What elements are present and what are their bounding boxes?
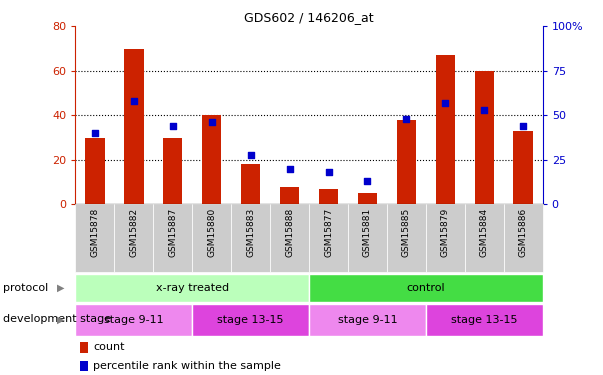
Text: GSM15886: GSM15886: [519, 208, 528, 257]
Text: protocol: protocol: [3, 283, 48, 293]
Text: GSM15885: GSM15885: [402, 208, 411, 257]
Text: development stage: development stage: [3, 315, 111, 324]
Bar: [231, 204, 270, 272]
Bar: [309, 204, 348, 272]
Text: GSM15878: GSM15878: [90, 208, 99, 257]
Text: GSM15882: GSM15882: [129, 208, 138, 257]
Bar: [504, 204, 543, 272]
Bar: [241, 164, 260, 204]
Point: [285, 166, 294, 172]
Bar: [163, 138, 183, 204]
Point: [362, 178, 372, 184]
Point: [129, 98, 139, 104]
Bar: [309, 274, 543, 302]
Bar: [124, 48, 144, 204]
Bar: [80, 361, 89, 371]
Bar: [75, 204, 115, 272]
Point: [441, 100, 450, 106]
Text: ▶: ▶: [57, 315, 65, 324]
Text: GSM15884: GSM15884: [480, 208, 489, 257]
Bar: [514, 131, 533, 204]
Point: [519, 123, 528, 129]
Text: stage 13-15: stage 13-15: [451, 315, 517, 325]
Bar: [435, 55, 455, 204]
Bar: [475, 71, 494, 204]
Text: control: control: [406, 283, 445, 293]
Text: GSM15877: GSM15877: [324, 208, 333, 257]
Point: [324, 170, 333, 176]
Text: GSM15888: GSM15888: [285, 208, 294, 257]
Text: GSM15881: GSM15881: [363, 208, 372, 257]
Bar: [270, 204, 309, 272]
Bar: [85, 138, 104, 204]
Point: [90, 130, 99, 136]
Point: [168, 123, 177, 129]
Bar: [426, 204, 465, 272]
Point: [207, 119, 216, 125]
Text: ▶: ▶: [57, 283, 65, 293]
Bar: [387, 204, 426, 272]
Title: GDS602 / 146206_at: GDS602 / 146206_at: [244, 11, 374, 24]
Bar: [75, 304, 192, 336]
Bar: [348, 204, 387, 272]
Bar: [75, 274, 309, 302]
Text: percentile rank within the sample: percentile rank within the sample: [93, 361, 281, 371]
Text: count: count: [93, 342, 125, 352]
Bar: [115, 204, 153, 272]
Text: stage 9-11: stage 9-11: [338, 315, 397, 325]
Bar: [280, 187, 299, 204]
Bar: [397, 120, 416, 204]
Text: GSM15879: GSM15879: [441, 208, 450, 257]
Bar: [192, 304, 309, 336]
Point: [479, 107, 489, 113]
Bar: [465, 204, 504, 272]
Bar: [192, 204, 231, 272]
Text: GSM15880: GSM15880: [207, 208, 216, 257]
Bar: [358, 193, 377, 204]
Bar: [153, 204, 192, 272]
Bar: [319, 189, 338, 204]
Text: stage 13-15: stage 13-15: [217, 315, 284, 325]
Point: [402, 116, 411, 122]
Bar: [202, 116, 221, 204]
Bar: [80, 342, 89, 352]
Bar: [309, 304, 426, 336]
Point: [246, 152, 256, 157]
Text: stage 9-11: stage 9-11: [104, 315, 163, 325]
Text: GSM15887: GSM15887: [168, 208, 177, 257]
Text: x-ray treated: x-ray treated: [156, 283, 229, 293]
Bar: [426, 304, 543, 336]
Text: GSM15883: GSM15883: [246, 208, 255, 257]
